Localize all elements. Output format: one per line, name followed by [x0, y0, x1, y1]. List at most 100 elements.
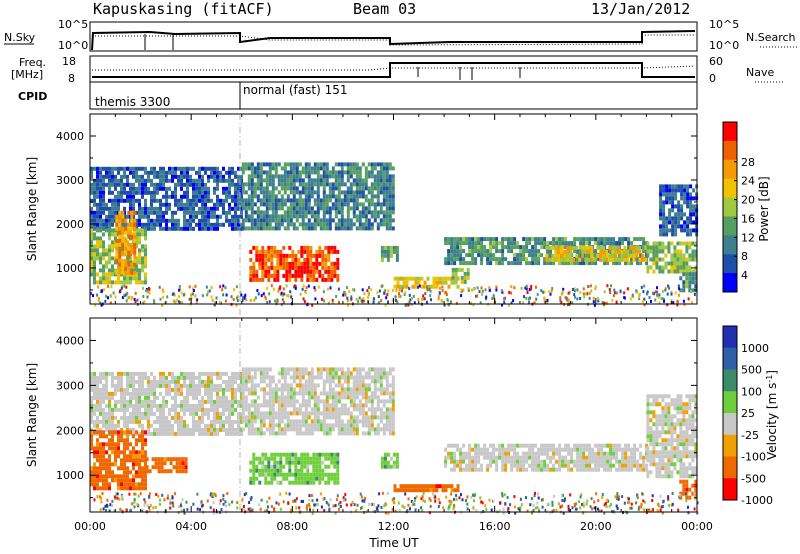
noise-cell: [656, 293, 659, 297]
heatmap-cell: [259, 178, 263, 183]
heatmap-cell: [262, 379, 266, 384]
heatmap-cell: [231, 206, 234, 211]
heatmap-cell: [96, 458, 99, 463]
heatmap-cell: [321, 265, 325, 270]
heatmap-cell: [352, 407, 356, 412]
heatmap-cell: [111, 395, 114, 400]
heatmap-cell: [655, 249, 659, 254]
heatmap-cell: [117, 198, 120, 203]
heatmap-cell: [642, 237, 646, 242]
heatmap-cell: [141, 182, 144, 187]
heatmap-cell: [685, 261, 689, 266]
heatmap-cell: [135, 419, 138, 424]
heatmap-cell: [172, 465, 176, 470]
heatmap-cell: [316, 399, 320, 404]
heatmap-cell: [367, 174, 371, 179]
heatmap-cell: [171, 387, 174, 392]
heatmap-cell: [165, 206, 168, 211]
heatmap-cell: [307, 218, 311, 223]
heatmap-cell: [414, 276, 418, 281]
heatmap-cell: [247, 202, 251, 207]
heatmap-cell: [90, 482, 93, 487]
heatmap-cell: [373, 182, 377, 187]
heatmap-cell: [171, 174, 174, 179]
heatmap-cell: [659, 184, 663, 189]
heatmap-cell: [102, 415, 105, 420]
heatmap-cell: [96, 486, 99, 491]
heatmap-cell: [126, 403, 129, 408]
heatmap-cell: [135, 411, 138, 416]
heatmap-cell: [319, 198, 323, 203]
heatmap-cell: [126, 470, 129, 475]
heatmap-cell: [234, 431, 237, 436]
heatmap-cell: [141, 450, 144, 455]
heatmap-cell: [328, 182, 332, 187]
heatmap-cell: [192, 186, 195, 191]
heatmap-cell: [316, 170, 320, 175]
heatmap-cell: [258, 261, 262, 266]
heatmap-cell: [501, 253, 505, 258]
heatmap-cell: [307, 415, 311, 420]
heatmap-cell: [268, 194, 272, 199]
heatmap-cell: [126, 415, 129, 420]
heatmap-cell: [99, 166, 102, 171]
heatmap-cell: [349, 190, 353, 195]
heatmap-cell: [108, 252, 111, 257]
heatmap-cell: [102, 478, 105, 483]
heatmap-cell: [268, 391, 272, 396]
heatmap-cell: [334, 411, 338, 416]
heatmap-cell: [658, 265, 662, 270]
noise-cell: [661, 297, 664, 301]
heatmap-cell: [171, 222, 174, 227]
heatmap-cell: [147, 218, 150, 223]
heatmap-cell: [108, 415, 111, 420]
heatmap-cell: [117, 375, 120, 380]
heatmap-cell: [141, 186, 144, 191]
heatmap-cell: [132, 462, 135, 467]
heatmap-cell: [304, 379, 308, 384]
heatmap-cell: [123, 206, 126, 211]
heatmap-cell: [364, 423, 368, 428]
noise-cell: [495, 285, 498, 289]
heatmap-cell: [247, 178, 251, 183]
heatmap-cell: [370, 415, 374, 420]
noise-cell: [612, 294, 615, 298]
heatmap-cell: [649, 249, 653, 254]
heatmap-cell: [156, 431, 159, 436]
heatmap-cell: [283, 415, 287, 420]
heatmap-cell: [316, 222, 320, 227]
heatmap-cell: [346, 419, 350, 424]
heatmap-cell: [373, 411, 377, 416]
heatmap-cell: [129, 395, 132, 400]
heatmap-cell: [255, 464, 259, 469]
heatmap-cell: [198, 407, 201, 412]
heatmap-cell: [96, 450, 99, 455]
heatmap-cell: [304, 206, 308, 211]
heatmap-cell: [216, 391, 219, 396]
heatmap-cell: [405, 280, 409, 285]
heatmap-cell: [111, 415, 114, 420]
heatmap-cell: [250, 411, 254, 416]
heatmap-cell: [219, 383, 222, 388]
heatmap-cell: [201, 214, 204, 219]
heatmap-cell: [334, 182, 338, 187]
heatmap-cell: [659, 208, 663, 213]
heatmap-cell: [114, 478, 117, 483]
heatmap-cell: [276, 464, 280, 469]
heatmap-cell: [123, 214, 126, 219]
heatmap-cell: [108, 256, 111, 261]
heatmap-cell: [99, 236, 102, 241]
heatmap-cell: [252, 480, 256, 485]
heatmap-cell: [165, 178, 168, 183]
heatmap-cell: [336, 249, 340, 254]
heatmap-cell: [129, 232, 132, 237]
noise-cell: [507, 303, 510, 307]
heatmap-cell: [150, 190, 153, 195]
heatmap-cell: [135, 260, 138, 265]
heatmap-cell: [391, 182, 395, 187]
noise-cell: [178, 285, 181, 288]
heatmap-cell: [130, 246, 134, 251]
heatmap-cell: [307, 194, 311, 199]
heatmap-cell: [249, 257, 253, 262]
heatmap-cell: [289, 166, 293, 171]
